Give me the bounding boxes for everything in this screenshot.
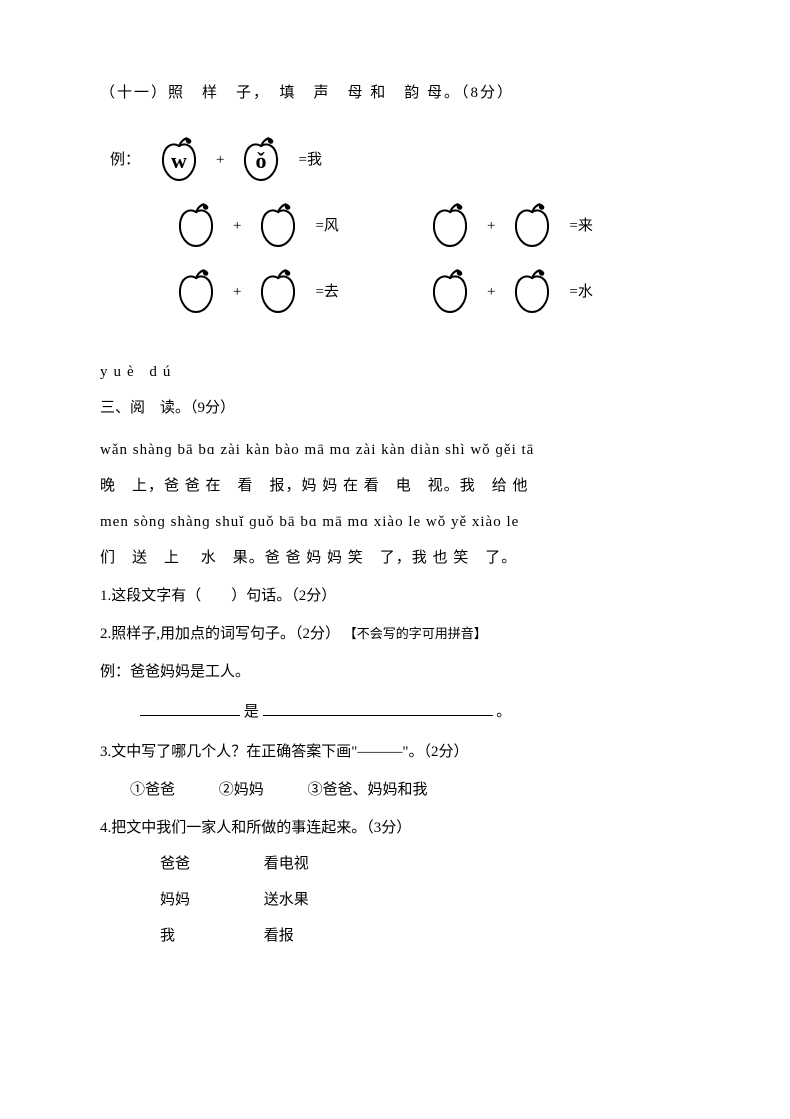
problem-2-right: + =水 (419, 268, 593, 316)
problem-result: =去 (315, 274, 338, 310)
apple-blank[interactable] (253, 202, 303, 250)
problem-result: =风 (315, 208, 338, 244)
apple-blank[interactable] (171, 202, 221, 250)
problem-row-1: + =风 + =来 (110, 202, 695, 250)
option-3[interactable]: ③爸爸、妈妈和我 (308, 782, 428, 798)
section-11-title: （十一）照 样 子， 填 声 母 和 韵 母。（8分） (100, 75, 695, 111)
problem-2-left: + =去 (165, 268, 339, 316)
question-4: 4.把文中我们一家人和所做的事连起来。（3分） (100, 810, 695, 846)
match-left: 妈妈 (160, 882, 220, 918)
apple-example-2: ǒ (236, 136, 286, 184)
apple-letter-w: w (171, 148, 187, 173)
problem-1-right: + =来 (419, 202, 593, 250)
question-2-blank[interactable]: 是 。 (140, 694, 695, 730)
blank-period: 。 (496, 704, 511, 720)
plus-sign: + (487, 208, 495, 244)
problem-1-left: + =风 (165, 202, 339, 250)
match-right: 送水果 (264, 882, 309, 918)
apple-blank[interactable] (507, 268, 557, 316)
example-result: =我 (298, 142, 321, 178)
match-left: 爸爸 (160, 846, 220, 882)
plus-sign: + (233, 208, 241, 244)
problem-result: =水 (569, 274, 592, 310)
apple-blank[interactable] (253, 268, 303, 316)
passage-pinyin-1: wǎn shànɡ bā bɑ zài kàn bào mā mɑ zài kà… (100, 432, 695, 468)
blank-verb: 是 (244, 704, 259, 720)
blank-object[interactable] (263, 700, 493, 717)
plus-sign: + (487, 274, 495, 310)
match-row-1[interactable]: 爸爸 看电视 (160, 846, 695, 882)
question-2-text: 2.照样子,用加点的词写句子。（2分） (100, 626, 340, 642)
apple-blank[interactable] (171, 268, 221, 316)
question-2-example: 例：爸爸妈妈是工人。 (100, 654, 695, 690)
plus-sign: + (216, 142, 224, 178)
match-left: 我 (160, 918, 220, 954)
section-3-pinyin-header: yuè dú (100, 354, 695, 390)
apple-blank[interactable] (425, 202, 475, 250)
question-2-hint: 【不会写的字可用拼音】 (344, 626, 487, 641)
apple-blank[interactable] (507, 202, 557, 250)
blank-subject[interactable] (140, 700, 240, 717)
problem-row-2: + =去 + =水 (110, 268, 695, 316)
question-3-options: ①爸爸 ②妈妈 ③爸爸、妈妈和我 (130, 772, 695, 808)
passage-pinyin-2: men sònɡ shànɡ shuǐ ɡuǒ bā bɑ mā mɑ xiào… (100, 504, 695, 540)
option-2[interactable]: ②妈妈 (219, 782, 264, 798)
example-label: 例： (110, 142, 140, 178)
question-3: 3.文中写了哪几个人？在正确答案下画"———"。（2分） (100, 734, 695, 770)
section-3-title: 三、阅 读。（9分） (100, 390, 695, 426)
match-row-3[interactable]: 我 看报 (160, 918, 695, 954)
match-right: 看报 (264, 918, 294, 954)
problem-result: =来 (569, 208, 592, 244)
passage-text-2: 们 送 上 水 果。爸 爸 妈 妈 笑 了，我 也 笑 了。 (100, 540, 695, 576)
option-1[interactable]: ①爸爸 (130, 782, 175, 798)
question-2: 2.照样子,用加点的词写句子。（2分） 【不会写的字可用拼音】 (100, 616, 695, 652)
apple-letter-o: ǒ (256, 148, 267, 173)
passage-text-1: 晚 上，爸 爸 在 看 报，妈 妈 在 看 电 视。我 给 他 (100, 468, 695, 504)
example-row: 例： w + ǒ =我 (110, 136, 695, 184)
apple-blank[interactable] (425, 268, 475, 316)
match-row-2[interactable]: 妈妈 送水果 (160, 882, 695, 918)
plus-sign: + (233, 274, 241, 310)
match-right: 看电视 (264, 846, 309, 882)
question-1: 1.这段文字有（ ）句话。（2分） (100, 578, 695, 614)
apple-example-1: w (154, 136, 204, 184)
